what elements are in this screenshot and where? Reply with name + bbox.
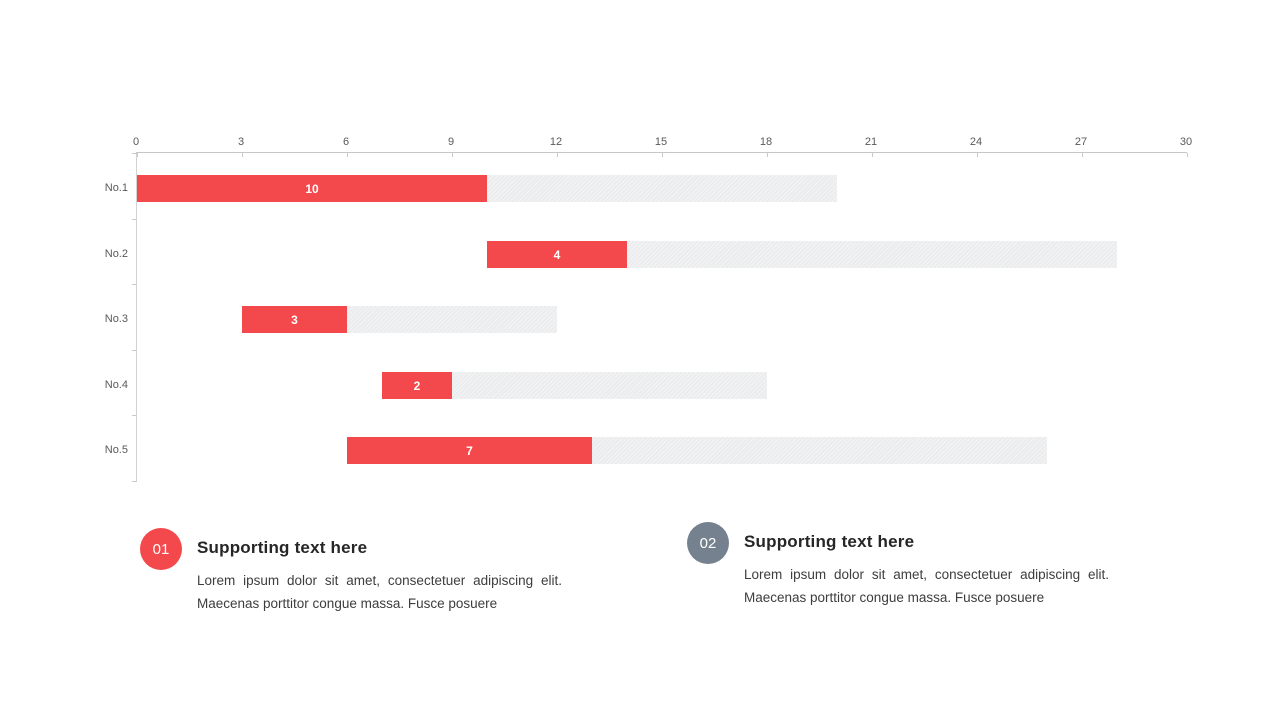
x-tick-label: 15 <box>654 136 668 148</box>
x-tick-label: 18 <box>759 136 773 148</box>
y-tick-mark <box>132 350 137 351</box>
callout-02-body: Lorem ipsum dolor sit amet, consectetuer… <box>744 567 1109 605</box>
x-tick-mark <box>872 153 873 157</box>
x-tick-mark <box>767 153 768 157</box>
callout-02-title: Supporting text here <box>744 532 915 551</box>
bar-value-label: 2 <box>413 378 421 393</box>
x-tick-label: 30 <box>1179 136 1193 148</box>
bar-track: 4 <box>487 241 1117 268</box>
x-tick-label: 12 <box>549 136 563 148</box>
bar-value-label: 3 <box>291 312 298 327</box>
bar-value-label: 10 <box>305 181 319 196</box>
bar-track: 3 <box>242 306 557 333</box>
x-axis-labels: 0 3 6 9 12 15 18 21 24 27 30 <box>132 135 1192 150</box>
category-label: No.5 <box>104 444 128 456</box>
bar-chart: 0 3 6 9 12 15 18 21 24 27 30 No.1 10 No.2 4 No.3 3 No.4 2… <box>105 136 1192 482</box>
y-tick-mark <box>132 219 137 220</box>
x-tick-mark <box>1187 153 1188 157</box>
x-tick-label: 24 <box>969 136 983 148</box>
x-tick-label: 0 <box>132 136 140 148</box>
y-tick-mark <box>132 415 137 416</box>
callout-02: 02 Supporting text here Lorem ipsum dolo… <box>687 522 1109 609</box>
category-label: No.1 <box>104 182 128 194</box>
bar-segment-highlight: 2 <box>382 372 452 399</box>
y-tick-mark <box>132 481 137 482</box>
x-tick-label: 21 <box>864 136 878 148</box>
bar-track: 2 <box>382 372 767 399</box>
x-tick-mark <box>1082 153 1083 157</box>
bar-segment-highlight: 3 <box>242 306 347 333</box>
x-tick-mark <box>242 153 243 157</box>
bar-value-label: 4 <box>553 247 561 262</box>
y-tick-mark <box>132 153 137 154</box>
bar-segment-highlight: 7 <box>347 437 592 464</box>
bar-track: 10 <box>137 175 837 202</box>
category-label: No.3 <box>104 313 128 325</box>
category-label: No.2 <box>104 248 128 260</box>
x-tick-mark <box>557 153 558 157</box>
x-tick-label: 27 <box>1074 136 1088 148</box>
x-tick-label: 9 <box>447 136 455 148</box>
x-tick-mark <box>452 153 453 157</box>
bar-segment-highlight: 10 <box>137 175 487 202</box>
x-tick-mark <box>977 153 978 157</box>
x-tick-label: 6 <box>342 136 350 148</box>
plot-area: No.1 10 No.2 4 No.3 3 No.4 2 No.5 7 <box>105 152 1188 482</box>
x-tick-mark <box>137 153 138 157</box>
bar-track: 7 <box>347 437 1047 464</box>
callout-02-badge: 02 <box>687 522 729 564</box>
callout-01-badge: 01 <box>140 528 182 570</box>
y-tick-mark <box>132 284 137 285</box>
callout-01: 01 Supporting text here Lorem ipsum dolo… <box>140 528 562 615</box>
x-tick-label: 3 <box>237 136 245 148</box>
x-tick-mark <box>347 153 348 157</box>
callout-01-title: Supporting text here <box>197 538 368 557</box>
bar-segment-highlight: 4 <box>487 241 627 268</box>
callout-01-content: Supporting text here Lorem ipsum dolor s… <box>197 528 562 615</box>
callout-02-content: Supporting text here Lorem ipsum dolor s… <box>744 522 1109 609</box>
x-tick-mark <box>662 153 663 157</box>
category-label: No.4 <box>104 379 128 391</box>
callout-01-body: Lorem ipsum dolor sit amet, consectetuer… <box>197 573 562 611</box>
bar-value-label: 7 <box>466 443 473 458</box>
